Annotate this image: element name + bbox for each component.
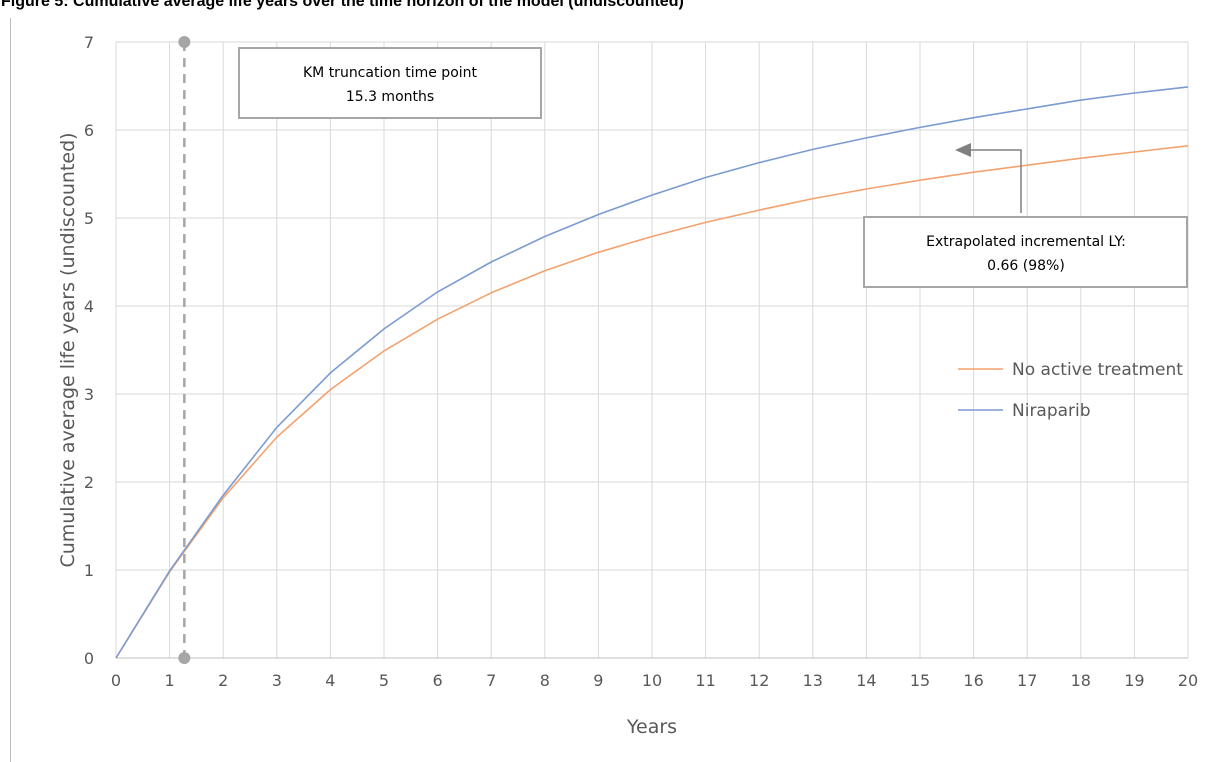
- y-tick-label: 5: [84, 209, 94, 228]
- arrow-left-icon: [955, 143, 971, 157]
- x-tick-label: 20: [1178, 671, 1198, 690]
- legend-label-niraparib: Niraparib: [1012, 401, 1091, 421]
- x-tick-label: 13: [803, 671, 823, 690]
- km-truncation-marker: [178, 36, 191, 664]
- x-tick-label: 8: [540, 671, 550, 690]
- x-tick-label: 0: [111, 671, 121, 690]
- y-tick-label: 4: [84, 297, 94, 316]
- y-tick-label: 6: [84, 121, 94, 140]
- y-tick-label: 7: [84, 33, 94, 52]
- x-tick-label: 12: [749, 671, 769, 690]
- x-tick-label: 2: [218, 671, 228, 690]
- x-tick-label: 6: [433, 671, 443, 690]
- x-tick-label: 16: [963, 671, 983, 690]
- x-tick-label: 4: [325, 671, 335, 690]
- x-tick-label: 3: [272, 671, 282, 690]
- x-tick-label: 11: [695, 671, 715, 690]
- km-annotation-line-2: 15.3 months: [346, 89, 434, 105]
- x-tick-label: 14: [856, 671, 876, 690]
- x-tick-label: 7: [486, 671, 496, 690]
- y-tick-label: 2: [84, 473, 94, 492]
- km-annotation-box: [238, 47, 542, 119]
- km-marker-top-point: [178, 36, 191, 48]
- series-line-no-active-treatment: [115, 145, 1189, 659]
- page-border: [10, 18, 11, 762]
- incremental-annotation-line-2: 0.66 (98%): [987, 258, 1065, 274]
- legend-label-no-active-treatment: No active treatment: [1012, 360, 1183, 380]
- figure-title: Figure 5: Cumulative average life years …: [1, 0, 684, 10]
- x-tick-label: 1: [165, 671, 175, 690]
- gridlines: [115, 41, 1189, 659]
- km-marker-bottom-point: [178, 652, 191, 664]
- legend: No active treatment Niraparib: [958, 360, 1183, 421]
- y-tick-labels: 0 1 2 3 4 5 6 7: [84, 33, 94, 668]
- km-annotation-line-1: KM truncation time point: [303, 65, 478, 81]
- x-tick-labels: 0 1 2 3 4 5 6 7 8 9 10 11 12 13 14 15 16 17 18 19 20: [111, 671, 1198, 690]
- y-tick-label: 1: [84, 561, 94, 580]
- x-tick-label: 10: [642, 671, 662, 690]
- series-line-niraparib: [115, 86, 1189, 659]
- x-tick-label: 5: [379, 671, 389, 690]
- y-axis-title: Cumulative average life years (undiscoun…: [57, 132, 79, 567]
- y-tick-label: 3: [84, 385, 94, 404]
- incremental-annotation-line-1: Extrapolated incremental LY:: [926, 234, 1126, 250]
- x-tick-label: 9: [593, 671, 603, 690]
- x-axis-title: Years: [626, 716, 677, 738]
- incremental-annotation: Extrapolated incremental LY: 0.66 (98%): [863, 143, 1188, 288]
- x-tick-label: 18: [1071, 671, 1091, 690]
- x-tick-label: 17: [1017, 671, 1037, 690]
- incremental-annotation-box: [863, 216, 1188, 288]
- x-tick-label: 15: [910, 671, 930, 690]
- series-lines: [115, 86, 1189, 659]
- x-tick-label: 19: [1124, 671, 1144, 690]
- y-tick-label: 0: [84, 649, 94, 668]
- incremental-connector: [970, 149, 1022, 213]
- km-annotation: KM truncation time point 15.3 months: [238, 47, 542, 119]
